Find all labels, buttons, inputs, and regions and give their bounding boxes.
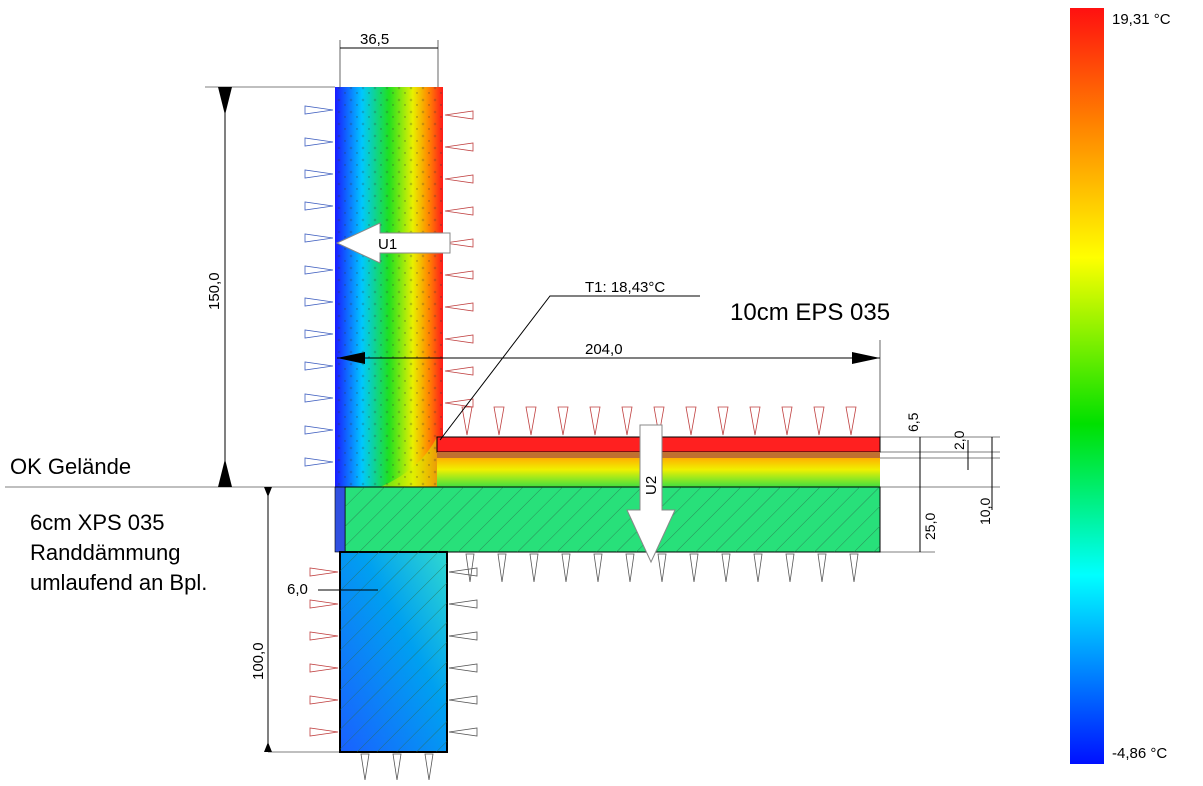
t1-label: T1: 18,43°C xyxy=(585,279,665,296)
marker xyxy=(781,406,793,436)
marker xyxy=(448,727,478,737)
perimeter-label: Randdämmung xyxy=(30,540,180,565)
marker xyxy=(304,137,334,147)
marker xyxy=(444,206,474,216)
marker xyxy=(304,233,334,243)
marker xyxy=(689,553,699,583)
marker xyxy=(309,727,339,737)
marker xyxy=(813,406,825,436)
perimeter-label: umlaufend an Bpl. xyxy=(30,570,207,595)
marker xyxy=(309,631,339,641)
u2-arrow xyxy=(626,424,676,564)
marker xyxy=(309,695,339,705)
marker xyxy=(845,406,857,436)
marker xyxy=(304,393,334,403)
marker xyxy=(424,753,434,781)
marker xyxy=(304,201,334,211)
marker xyxy=(309,663,339,673)
marker xyxy=(525,406,537,436)
boundary-markers xyxy=(304,105,859,781)
u1-label: U1 xyxy=(378,236,397,253)
dim-label: 2,0 xyxy=(951,430,967,450)
marker xyxy=(304,329,334,339)
marker xyxy=(685,406,697,436)
xps-strip xyxy=(334,486,346,553)
marker xyxy=(753,553,763,583)
marker xyxy=(593,553,603,583)
t1-leader xyxy=(439,295,700,441)
perimeter-label: 6cm XPS 035 xyxy=(30,510,165,535)
marker xyxy=(749,406,761,436)
marker xyxy=(448,695,478,705)
eps-label: 10cm EPS 035 xyxy=(730,299,890,326)
color-scale xyxy=(1070,8,1104,764)
marker xyxy=(444,110,474,120)
marker xyxy=(304,105,334,115)
marker xyxy=(309,599,339,609)
marker xyxy=(717,406,729,436)
marker xyxy=(304,297,334,307)
marker xyxy=(392,753,402,781)
dim-label: 100,0 xyxy=(250,642,267,680)
marker xyxy=(304,265,334,275)
marker xyxy=(304,361,334,371)
marker xyxy=(557,406,569,436)
marker xyxy=(589,406,601,436)
marker xyxy=(817,553,827,583)
dim-label: 204,0 xyxy=(585,341,623,358)
marker xyxy=(444,174,474,184)
marker xyxy=(785,553,795,583)
marker xyxy=(493,406,505,436)
marker xyxy=(444,398,474,408)
marker xyxy=(444,142,474,152)
marker xyxy=(448,567,478,577)
dim-label: 36,5 xyxy=(360,31,389,48)
u1-arrow xyxy=(335,222,451,264)
marker xyxy=(497,553,507,583)
marker xyxy=(653,406,665,436)
marker xyxy=(448,599,478,609)
dim-label: 150,0 xyxy=(206,272,223,310)
dim-label: 10,0 xyxy=(977,498,993,525)
ground-label: OK Gelände xyxy=(10,454,131,479)
dim-label: 6,0 xyxy=(287,581,308,598)
marker xyxy=(448,631,478,641)
marker xyxy=(625,553,635,583)
marker xyxy=(444,270,474,280)
marker xyxy=(304,457,334,467)
u2-label: U2 xyxy=(643,476,660,495)
marker xyxy=(849,553,859,583)
marker xyxy=(304,169,334,179)
marker xyxy=(465,553,475,583)
marker xyxy=(461,406,473,436)
dim-label: 6,5 xyxy=(905,412,921,432)
marker xyxy=(444,366,474,376)
marker xyxy=(657,553,667,583)
marker xyxy=(721,553,731,583)
dim-label: 25,0 xyxy=(922,513,938,540)
marker xyxy=(621,406,633,436)
scale-min: -4,86 °C xyxy=(1112,745,1167,762)
marker xyxy=(444,334,474,344)
marker xyxy=(529,553,539,583)
scale-max: 19,31 °C xyxy=(1112,11,1171,28)
marker xyxy=(561,553,571,583)
marker xyxy=(304,425,334,435)
marker xyxy=(444,238,474,248)
marker xyxy=(448,663,478,673)
marker xyxy=(444,302,474,312)
marker xyxy=(360,753,370,781)
marker xyxy=(309,567,339,577)
